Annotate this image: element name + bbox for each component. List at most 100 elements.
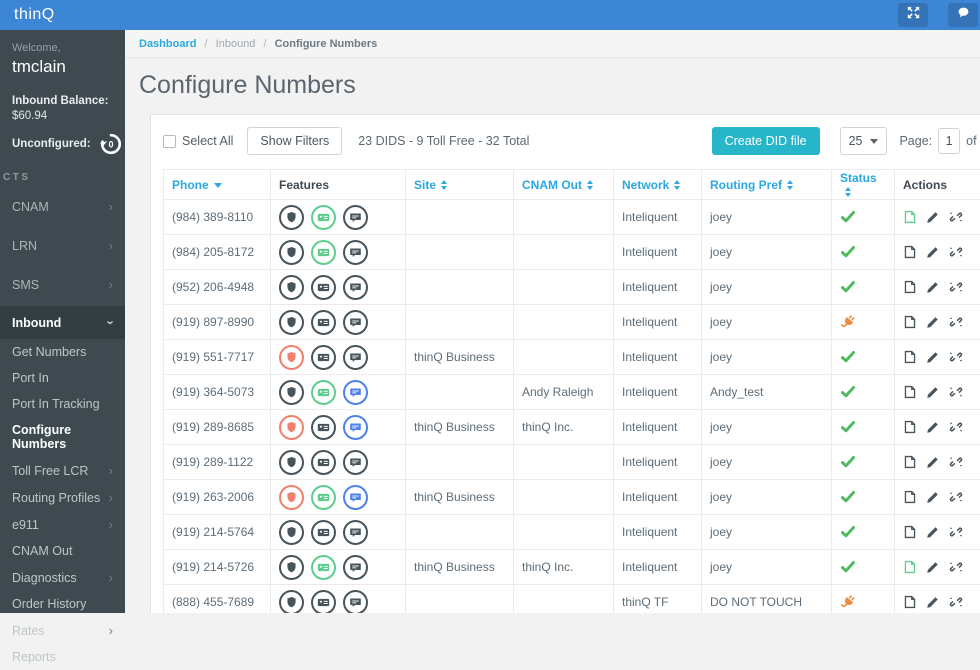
edit-pencil-icon[interactable]: [926, 490, 940, 504]
cnam-feature-icon[interactable]: [311, 345, 336, 370]
voice-shield-icon[interactable]: [279, 345, 304, 370]
note-action-icon[interactable]: [903, 280, 917, 294]
cnam-feature-icon[interactable]: [311, 520, 336, 545]
sidebar-item-cnam[interactable]: CNAM ›: [0, 187, 125, 226]
voice-shield-icon[interactable]: [279, 275, 304, 300]
sms-feature-icon[interactable]: [343, 450, 368, 475]
note-action-icon[interactable]: [903, 560, 917, 574]
edit-pencil-icon[interactable]: [926, 420, 940, 434]
sidebar-item-port-in[interactable]: Port In: [0, 365, 125, 391]
cnam-feature-icon[interactable]: [311, 415, 336, 440]
note-action-icon[interactable]: [903, 245, 917, 259]
select-all-checkbox[interactable]: Select All: [163, 134, 233, 148]
voice-shield-icon[interactable]: [279, 205, 304, 230]
sms-feature-icon[interactable]: [343, 555, 368, 580]
sidebar-item-order-history[interactable]: Order History: [0, 591, 125, 617]
note-action-icon[interactable]: [903, 525, 917, 539]
sidebar-item-reports[interactable]: Reports: [0, 644, 125, 670]
voice-shield-icon[interactable]: [279, 520, 304, 545]
edit-pencil-icon[interactable]: [926, 280, 940, 294]
note-action-icon[interactable]: [903, 350, 917, 364]
note-action-icon[interactable]: [903, 455, 917, 469]
unlink-icon[interactable]: [949, 525, 963, 539]
sidebar-item-cnam-out[interactable]: CNAM Out: [0, 538, 125, 564]
column-header-cnam-out[interactable]: CNAM Out: [514, 170, 614, 200]
voice-shield-icon[interactable]: [279, 415, 304, 440]
note-action-icon[interactable]: [903, 315, 917, 329]
unlink-icon[interactable]: [949, 210, 963, 224]
page-number-input[interactable]: [938, 128, 960, 154]
show-filters-button[interactable]: Show Filters: [247, 127, 342, 155]
brand-logo[interactable]: thinQ: [0, 6, 55, 24]
cnam-feature-icon[interactable]: [311, 240, 336, 265]
voice-shield-icon[interactable]: [279, 380, 304, 405]
sidebar-item-diagnostics[interactable]: Diagnostics ›: [0, 564, 125, 591]
edit-pencil-icon[interactable]: [926, 595, 940, 609]
cnam-feature-icon[interactable]: [311, 380, 336, 405]
sms-feature-icon[interactable]: [343, 310, 368, 335]
voice-shield-icon[interactable]: [279, 240, 304, 265]
unlink-icon[interactable]: [949, 490, 963, 504]
create-did-file-button[interactable]: Create DID file: [712, 127, 820, 155]
page-size-select[interactable]: 25: [840, 127, 888, 155]
unlink-icon[interactable]: [949, 315, 963, 329]
cnam-feature-icon[interactable]: [311, 450, 336, 475]
edit-pencil-icon[interactable]: [926, 560, 940, 574]
note-action-icon[interactable]: [903, 210, 917, 224]
note-action-icon[interactable]: [903, 385, 917, 399]
column-header-network[interactable]: Network: [614, 170, 702, 200]
breadcrumb-dashboard[interactable]: Dashboard: [139, 38, 196, 50]
edit-pencil-icon[interactable]: [926, 315, 940, 329]
unlink-icon[interactable]: [949, 350, 963, 364]
cnam-feature-icon[interactable]: [311, 275, 336, 300]
column-header-status[interactable]: Status: [832, 170, 895, 200]
sms-feature-icon[interactable]: [343, 380, 368, 405]
sms-feature-icon[interactable]: [343, 345, 368, 370]
sidebar-item-lrn[interactable]: LRN ›: [0, 226, 125, 265]
sms-feature-icon[interactable]: [343, 275, 368, 300]
unlink-icon[interactable]: [949, 280, 963, 294]
voice-shield-icon[interactable]: [279, 310, 304, 335]
sms-feature-icon[interactable]: [343, 240, 368, 265]
unconfigured-count-icon[interactable]: 0: [99, 132, 123, 156]
column-header-site[interactable]: Site: [406, 170, 514, 200]
edit-pencil-icon[interactable]: [926, 350, 940, 364]
sidebar-item-e911[interactable]: e911 ›: [0, 511, 125, 538]
edit-pencil-icon[interactable]: [926, 455, 940, 469]
note-action-icon[interactable]: [903, 595, 917, 609]
note-action-icon[interactable]: [903, 420, 917, 434]
edit-pencil-icon[interactable]: [926, 245, 940, 259]
breadcrumb-inbound[interactable]: Inbound: [216, 38, 256, 50]
voice-shield-icon[interactable]: [279, 485, 304, 510]
sms-feature-icon[interactable]: [343, 590, 368, 614]
note-action-icon[interactable]: [903, 490, 917, 504]
cnam-feature-icon[interactable]: [311, 590, 336, 614]
sidebar-item-inbound[interactable]: Inbound ›: [0, 306, 125, 339]
sms-feature-icon[interactable]: [343, 485, 368, 510]
voice-shield-icon[interactable]: [279, 450, 304, 475]
column-header-phone[interactable]: Phone: [164, 170, 271, 200]
unlink-icon[interactable]: [949, 455, 963, 469]
topbar-extra-button[interactable]: [948, 3, 978, 27]
sidebar-item-sms[interactable]: SMS ›: [0, 265, 125, 304]
edit-pencil-icon[interactable]: [926, 210, 940, 224]
sms-feature-icon[interactable]: [343, 520, 368, 545]
column-header-routing-pref[interactable]: Routing Pref: [702, 170, 832, 200]
fullscreen-button[interactable]: [898, 3, 928, 27]
sidebar-item-toll-free-lcr[interactable]: Toll Free LCR ›: [0, 457, 125, 484]
edit-pencil-icon[interactable]: [926, 385, 940, 399]
sidebar-item-get-numbers[interactable]: Get Numbers: [0, 339, 125, 365]
unlink-icon[interactable]: [949, 385, 963, 399]
unlink-icon[interactable]: [949, 560, 963, 574]
unlink-icon[interactable]: [949, 420, 963, 434]
sidebar-item-configure-numbers[interactable]: Configure Numbers: [0, 417, 125, 457]
edit-pencil-icon[interactable]: [926, 525, 940, 539]
cnam-feature-icon[interactable]: [311, 485, 336, 510]
unlink-icon[interactable]: [949, 245, 963, 259]
sms-feature-icon[interactable]: [343, 415, 368, 440]
unlink-icon[interactable]: [949, 595, 963, 609]
sidebar-item-rates[interactable]: Rates ›: [0, 617, 125, 644]
voice-shield-icon[interactable]: [279, 590, 304, 614]
cnam-feature-icon[interactable]: [311, 555, 336, 580]
voice-shield-icon[interactable]: [279, 555, 304, 580]
